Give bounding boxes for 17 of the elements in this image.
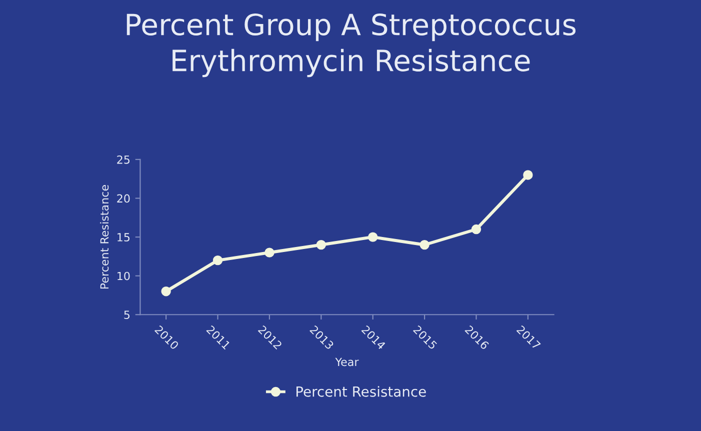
point [316,240,326,250]
point [161,286,171,296]
y-axis-title: Percent Resistance [100,185,109,289]
x-axis-title: Year [335,358,359,366]
y-tick-label: 20 [117,194,130,203]
y-tick-label: 10 [118,272,130,280]
point [212,255,223,266]
y-tick-label: 15 [118,233,130,242]
y-tick-label: 5 [124,310,130,320]
point [264,248,274,258]
chart-title: Percent Group A Streptococcus Erythromycin Resistance [126,13,576,78]
point [420,240,430,250]
point [471,224,482,234]
point [523,170,533,180]
y-tick-label: 25 [117,155,130,164]
legend-label: Percent Resistance [296,386,426,397]
point [368,232,378,242]
